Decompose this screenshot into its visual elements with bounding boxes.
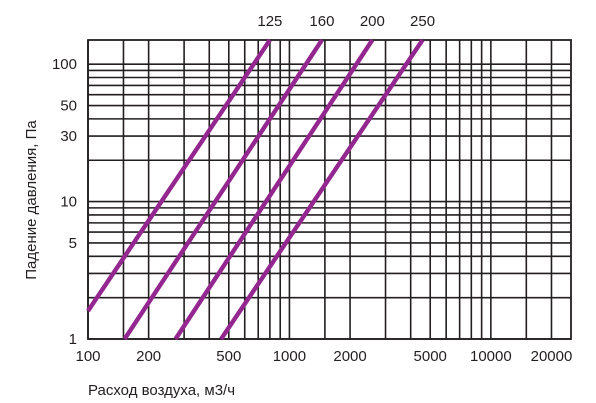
series-labels: 125 160 200 250 bbox=[257, 13, 435, 30]
x-tick-label: 200 bbox=[136, 348, 161, 365]
x-tick-label: 10000 bbox=[470, 348, 512, 365]
series-lines bbox=[86, 38, 425, 341]
y-tick-label: 30 bbox=[60, 128, 77, 145]
y-axis-title: Падение давления, Па bbox=[23, 120, 40, 280]
series-line-160 bbox=[122, 38, 324, 341]
x-tick-label: 500 bbox=[216, 348, 241, 365]
series-label-125: 125 bbox=[257, 13, 282, 30]
y-tick-label: 50 bbox=[60, 98, 77, 115]
series-label-200: 200 bbox=[360, 13, 385, 30]
series-label-160: 160 bbox=[309, 13, 334, 30]
x-tick-label: 5000 bbox=[414, 348, 447, 365]
x-tick-label: 20000 bbox=[531, 348, 573, 365]
x-tick-label: 1000 bbox=[273, 348, 306, 365]
x-axis-title: Расход воздуха, м3/ч bbox=[88, 382, 235, 399]
grid bbox=[87, 40, 571, 340]
series-label-250: 250 bbox=[410, 13, 435, 30]
y-tick-label: 10 bbox=[60, 194, 77, 211]
x-tick-label: 2000 bbox=[333, 348, 366, 365]
y-tick-label: 5 bbox=[69, 235, 77, 252]
y-tick-label: 1 bbox=[69, 331, 77, 348]
series-line-250 bbox=[219, 38, 425, 341]
series-line-200 bbox=[173, 38, 375, 341]
x-axis-tick-labels: 100 200 500 1000 2000 5000 10000 20000 bbox=[75, 348, 572, 365]
plot-frame bbox=[87, 39, 572, 340]
y-tick-label: 100 bbox=[52, 56, 77, 73]
series-line-125 bbox=[86, 38, 272, 313]
y-axis-tick-labels: 1 5 10 30 50 100 bbox=[52, 56, 77, 348]
x-tick-label: 100 bbox=[75, 348, 100, 365]
